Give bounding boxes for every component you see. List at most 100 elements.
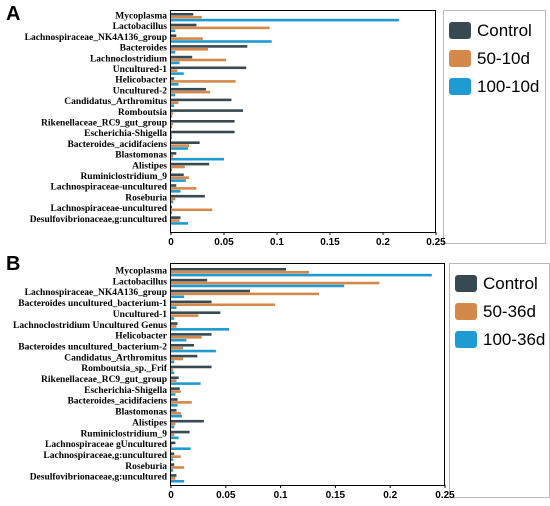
bar-100-36d: [171, 404, 178, 407]
bar-100-10d: [171, 200, 174, 204]
bar-50-36d: [171, 455, 181, 458]
bar-100-36d: [171, 349, 216, 353]
bar-50-10d: [171, 197, 176, 201]
bar-100-10d: [171, 179, 186, 182]
bar-50-36d: [171, 281, 380, 285]
bar-50-36d: [171, 346, 184, 350]
legend-swatch: [455, 331, 477, 348]
category-label: Lachnospiraceae,g:uncultured: [43, 451, 167, 461]
category-label: Uncultured-1: [113, 310, 167, 320]
bar-control: [171, 463, 175, 466]
category-label: Rikenellaceae_RC9_gut_group: [41, 119, 167, 129]
bar-control: [171, 66, 247, 70]
bar-control: [171, 98, 232, 102]
legend-box-b: [449, 263, 550, 498]
bar-50-10d: [171, 58, 227, 62]
bar-control: [171, 109, 244, 112]
bar-50-10d: [171, 37, 203, 40]
bar-control: [171, 184, 177, 187]
x-tick-label: 0.05: [216, 490, 236, 501]
legend-swatch: [449, 50, 471, 67]
x-tick-label: 0.2: [383, 490, 397, 501]
bar-control: [171, 365, 212, 369]
category-label: Lachnospiraceae-uncultured: [51, 183, 168, 193]
chart-a: MycoplasmaLactobacillusLachnospiraceae_N…: [25, 12, 540, 249]
panel-label-b: B: [6, 253, 20, 275]
bar-100-36d: [171, 458, 174, 461]
category-label: Lachnoclostridium Uncultured Genus: [13, 321, 167, 331]
bar-100-10d: [171, 190, 181, 193]
bar-100-36d: [171, 273, 432, 277]
bar-50-10d: [171, 69, 178, 72]
bar-control: [171, 13, 194, 16]
bar-control: [171, 268, 287, 271]
category-label: Candidatus_Arthromitus: [64, 97, 167, 107]
bar-control: [171, 34, 177, 37]
bar-50-10d: [171, 90, 211, 94]
category-label: Bacteroides uncultured_bacterium-2: [18, 342, 167, 352]
x-tick-label: 0.15: [320, 237, 340, 248]
bar-control: [171, 141, 200, 144]
bar-100-10d: [171, 136, 173, 140]
category-label: Bacteroides_acidifaciens: [67, 140, 167, 150]
bar-control: [171, 354, 198, 358]
category-label: Mycoplasma: [115, 12, 167, 22]
bar-50-36d: [171, 379, 177, 382]
bar-100-10d: [171, 72, 184, 75]
bar-100-36d: [171, 393, 176, 396]
category-label: Candidatus_Arthromitus: [64, 353, 167, 363]
bar-50-36d: [171, 325, 177, 328]
bar-100-36d: [171, 360, 175, 364]
bar-100-36d: [171, 371, 175, 375]
bar-50-10d: [171, 112, 174, 115]
bar-100-36d: [171, 425, 175, 429]
category-label: Uncultured-1: [113, 65, 167, 75]
bar-50-36d: [171, 390, 181, 393]
bar-50-36d: [171, 357, 184, 361]
bar-100-36d: [171, 295, 185, 299]
bar-50-36d: [171, 433, 175, 437]
legend-label: 100-10d: [477, 77, 539, 96]
bar-control: [171, 376, 179, 380]
bar-100-36d: [171, 317, 175, 320]
legend-label: 50-10d: [477, 49, 530, 68]
bar-50-36d: [171, 477, 176, 480]
category-label: Romboutsia: [118, 108, 167, 118]
x-tick-label: 0.25: [435, 490, 455, 501]
category-label: Bacteroides uncultured_bacterium-1: [18, 299, 167, 309]
bar-100-36d: [171, 328, 230, 331]
category-label: Uncultured-2: [113, 86, 167, 96]
category-label: Blastomonas: [115, 408, 167, 418]
legend-label: 100-36d: [483, 330, 545, 349]
x-tick-label: 0.15: [326, 490, 346, 501]
bar-control: [171, 343, 195, 347]
category-label: Helicobacter: [115, 76, 167, 86]
bar-50-36d: [171, 336, 202, 339]
category-label: Ruminiclostridium_9: [80, 172, 167, 182]
bar-control: [171, 430, 190, 434]
category-label: Rikenellaceae_RC9_gut_group: [41, 375, 167, 385]
category-label: Lactobacillus: [113, 277, 168, 287]
bar-100-36d: [171, 382, 201, 385]
bar-control: [171, 333, 212, 336]
bar-100-36d: [171, 469, 174, 472]
bar-50-10d: [171, 219, 180, 222]
category-label: Escherichia-Shigella: [84, 129, 167, 139]
legend-swatch: [455, 275, 477, 292]
bar-control: [171, 120, 235, 123]
bar-100-10d: [171, 222, 188, 225]
bar-50-36d: [171, 401, 192, 404]
bar-control: [171, 173, 184, 177]
bar-50-10d: [171, 187, 197, 190]
bar-100-10d: [171, 157, 224, 161]
bar-50-36d: [171, 270, 310, 274]
category-label: Lachnospiraceae gUncultured: [45, 440, 168, 450]
legend-label: Control: [477, 21, 532, 40]
category-label: Helicobacter: [115, 332, 167, 342]
bar-100-10d: [171, 211, 173, 214]
bar-50-36d: [171, 303, 276, 307]
legend-swatch: [449, 78, 471, 95]
bar-100-10d: [171, 104, 175, 107]
bar-control: [171, 289, 250, 293]
bar-control: [171, 311, 221, 314]
